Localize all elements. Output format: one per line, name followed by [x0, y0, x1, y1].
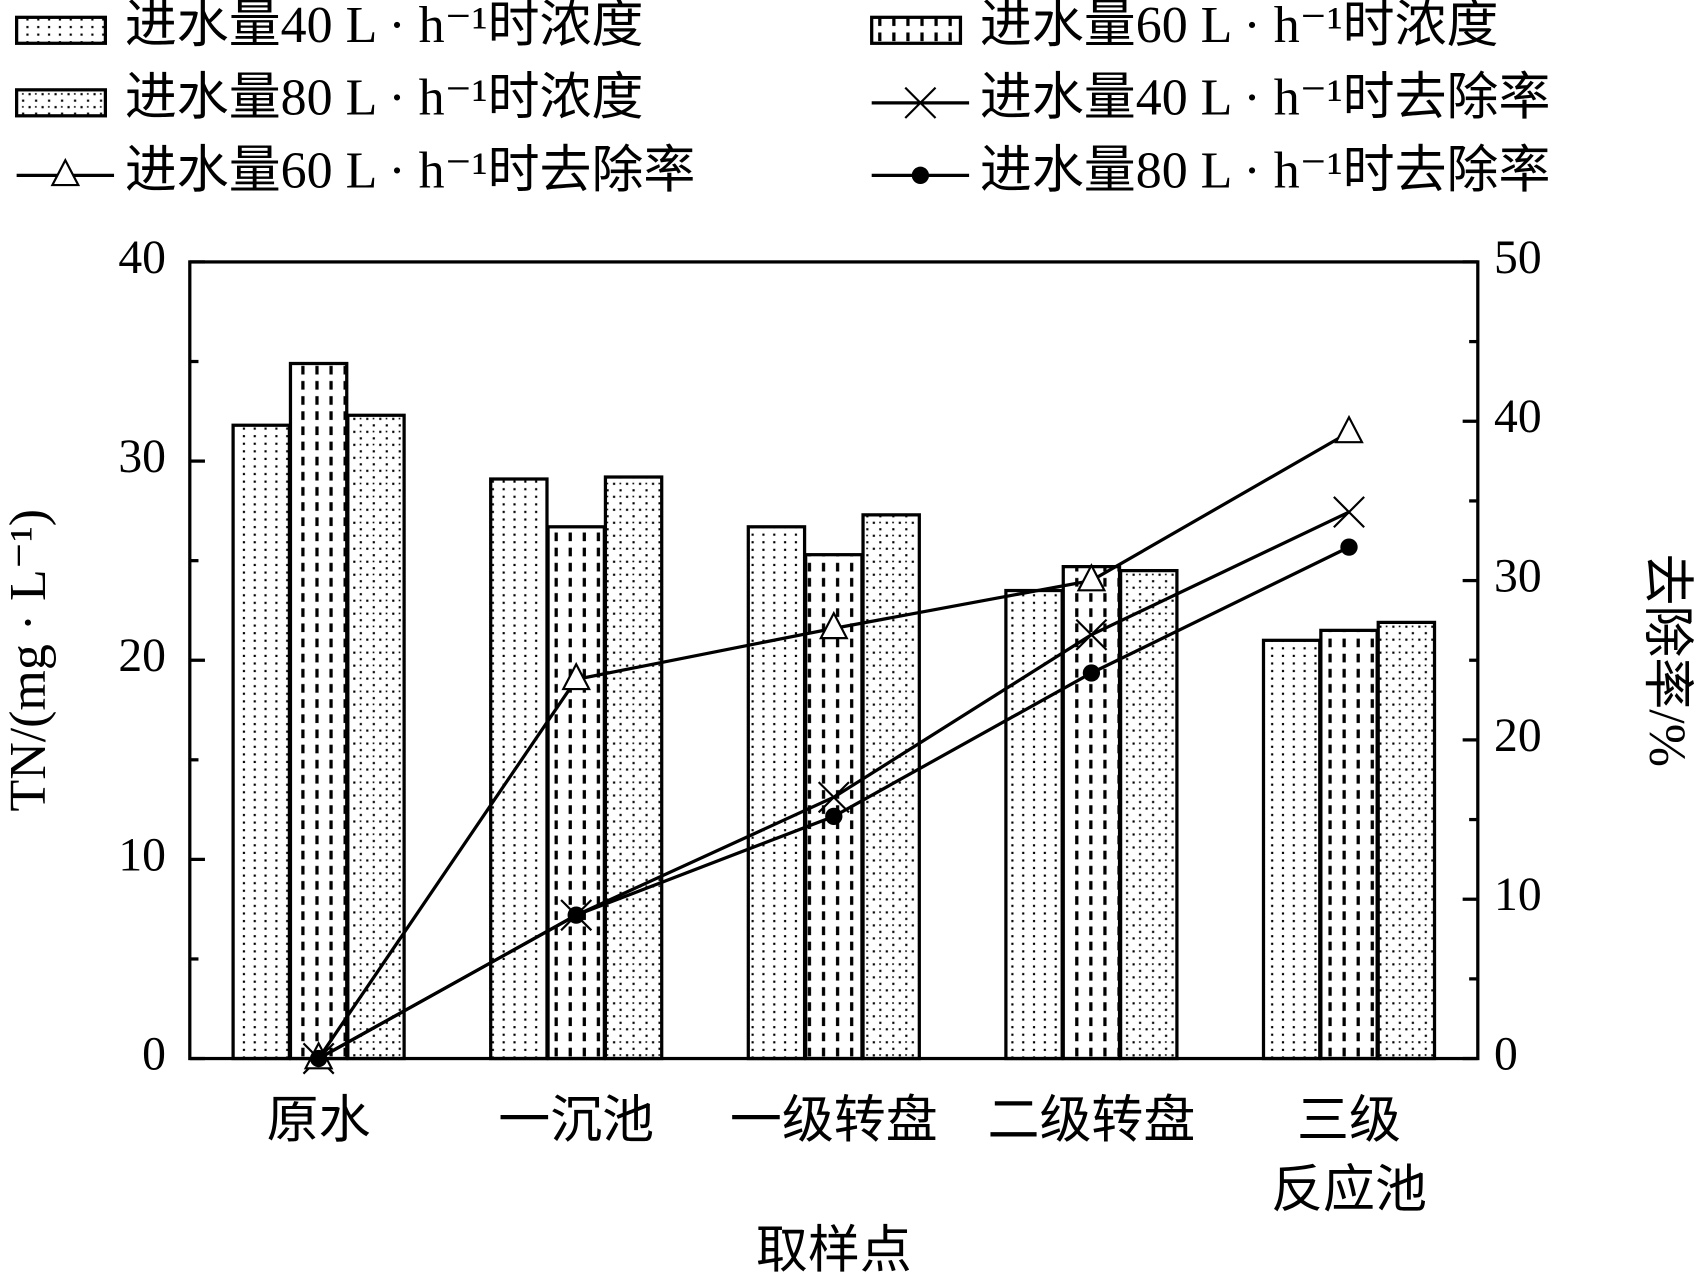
legend-swatch	[15, 15, 108, 45]
legend-swatch	[15, 88, 108, 118]
marker	[1340, 538, 1358, 556]
legend-swatch	[870, 15, 963, 45]
marker	[825, 807, 843, 826]
y2-tick-label: 50	[1494, 232, 1542, 284]
legend-marker	[904, 86, 937, 119]
bar	[746, 525, 807, 1061]
legend-label: 进水量60 L · h⁻¹时去除率	[125, 142, 696, 199]
y-tick-label: 0	[142, 1028, 166, 1080]
y2-tick-label: 10	[1494, 869, 1542, 921]
marker	[817, 781, 850, 814]
y2-axis-label: 去除率/%	[1638, 553, 1695, 767]
x-tick-label: 二级转盘	[988, 1093, 1196, 1150]
marker	[561, 661, 591, 691]
bar	[288, 361, 349, 1061]
legend-marker	[911, 166, 930, 184]
legend-label: 进水量80 L · h⁻¹时去除率	[980, 142, 1551, 199]
y-tick-label: 30	[118, 431, 166, 483]
y2-tick-label: 20	[1494, 710, 1542, 762]
marker	[1075, 618, 1108, 651]
legend-label: 进水量60 L · h⁻¹时浓度	[980, 0, 1499, 54]
marker	[1333, 496, 1365, 528]
marker	[819, 610, 849, 640]
bar	[1119, 568, 1179, 1061]
legend-marker	[50, 157, 81, 187]
marker	[1334, 414, 1364, 444]
bar	[1261, 638, 1322, 1061]
marker	[1082, 664, 1101, 682]
marker	[567, 906, 585, 924]
y2-tick-label: 30	[1494, 550, 1542, 602]
bar	[861, 513, 921, 1061]
y-tick-label: 20	[118, 630, 166, 682]
bar	[1319, 628, 1379, 1061]
bar	[489, 477, 549, 1061]
marker	[309, 1049, 328, 1068]
legend-label: 进水量40 L · h⁻¹时浓度	[125, 0, 644, 54]
marker	[1076, 563, 1107, 592]
x-tick-label: 三级反应池	[1271, 1093, 1427, 1219]
bar	[1061, 565, 1122, 1061]
bar	[1376, 620, 1437, 1061]
y-tick-label: 10	[118, 829, 166, 881]
bar	[346, 413, 406, 1061]
bar	[546, 525, 606, 1061]
legend-label: 进水量80 L · h⁻¹时浓度	[125, 70, 644, 127]
x-tick-label: 一级转盘	[730, 1093, 938, 1150]
y-tick-label: 40	[118, 232, 166, 284]
y2-tick-label: 40	[1494, 391, 1542, 443]
y2-tick-label: 0	[1494, 1028, 1518, 1080]
legend-label: 进水量40 L · h⁻¹时去除率	[980, 70, 1551, 127]
bar	[603, 475, 664, 1061]
bar	[231, 423, 292, 1061]
y-axis-label: TN/(mg · L⁻¹)	[0, 509, 57, 812]
x-tick-label: 原水	[267, 1093, 371, 1150]
x-tick-label: 一沉池	[498, 1093, 654, 1150]
bar	[1004, 588, 1064, 1061]
x-axis-label: 取样点	[756, 1222, 912, 1279]
